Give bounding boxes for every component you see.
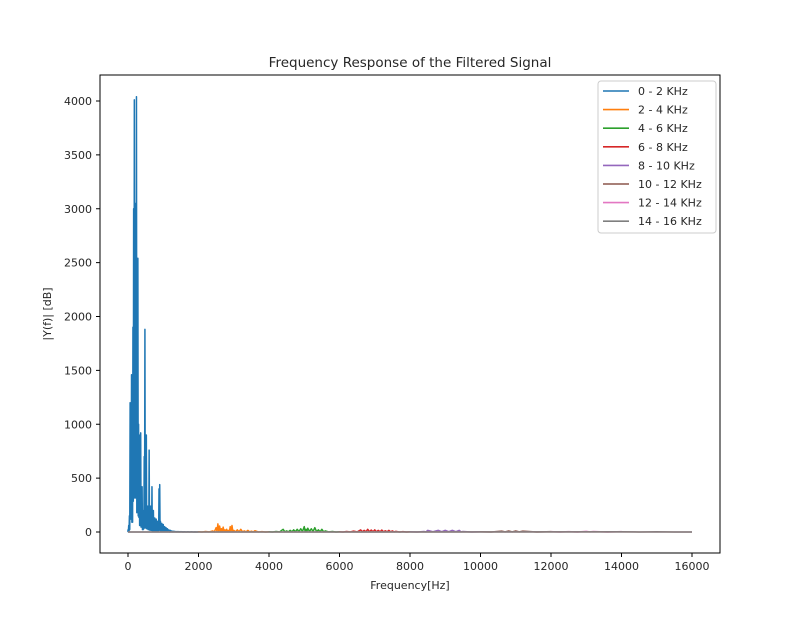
legend-label: 6 - 8 KHz bbox=[638, 141, 688, 154]
y-tick-label: 1000 bbox=[64, 418, 92, 431]
legend-label: 8 - 10 KHz bbox=[638, 159, 695, 172]
legend: 0 - 2 KHz 2 - 4 KHz 4 - 6 KHz 6 - 8 KHz 8 - … bbox=[597, 80, 717, 234]
y-tick-label: 4000 bbox=[64, 95, 92, 108]
y-tick-label: 3500 bbox=[64, 149, 92, 162]
y-tick-label: 1500 bbox=[64, 364, 92, 377]
x-axis-ticks: 0 2000 4000 6000 8000 10000 12000 14000 16000 bbox=[125, 553, 710, 573]
y-tick-label: 500 bbox=[71, 472, 92, 485]
x-tick-label: 16000 bbox=[675, 560, 710, 573]
x-tick-label: 4000 bbox=[255, 560, 283, 573]
y-tick-label: 0 bbox=[85, 526, 92, 539]
legend-frame bbox=[597, 80, 717, 234]
legend-label: 10 - 12 KHz bbox=[638, 178, 702, 191]
y-axis-label: |Y(f)| [dB] bbox=[41, 287, 54, 340]
x-tick-label: 12000 bbox=[534, 560, 569, 573]
x-tick-label: 6000 bbox=[326, 560, 354, 573]
series-layer bbox=[127, 95, 692, 533]
series-line-0 bbox=[127, 95, 200, 533]
x-tick-label: 0 bbox=[125, 560, 132, 573]
x-tick-label: 14000 bbox=[604, 560, 639, 573]
legend-label: 0 - 2 KHz bbox=[638, 85, 688, 98]
chart-title: Frequency Response of the Filtered Signa… bbox=[269, 55, 552, 71]
y-axis-ticks: 0 500 1000 1500 2000 2500 3000 3500 4000 bbox=[64, 95, 100, 539]
y-tick-label: 2500 bbox=[64, 257, 92, 270]
x-tick-label: 2000 bbox=[185, 560, 213, 573]
x-axis-label: Frequency[Hz] bbox=[370, 579, 449, 592]
y-tick-label: 3000 bbox=[64, 203, 92, 216]
x-tick-label: 8000 bbox=[396, 560, 424, 573]
legend-items: 0 - 2 KHz 2 - 4 KHz 4 - 6 KHz 6 - 8 KHz 8 - … bbox=[603, 85, 702, 228]
legend-label: 4 - 6 KHz bbox=[638, 122, 688, 135]
legend-label: 14 - 16 KHz bbox=[638, 215, 702, 228]
legend-label: 12 - 14 KHz bbox=[638, 197, 702, 210]
y-tick-label: 2000 bbox=[64, 311, 92, 324]
legend-label: 2 - 4 KHz bbox=[638, 104, 688, 117]
x-tick-label: 10000 bbox=[463, 560, 498, 573]
